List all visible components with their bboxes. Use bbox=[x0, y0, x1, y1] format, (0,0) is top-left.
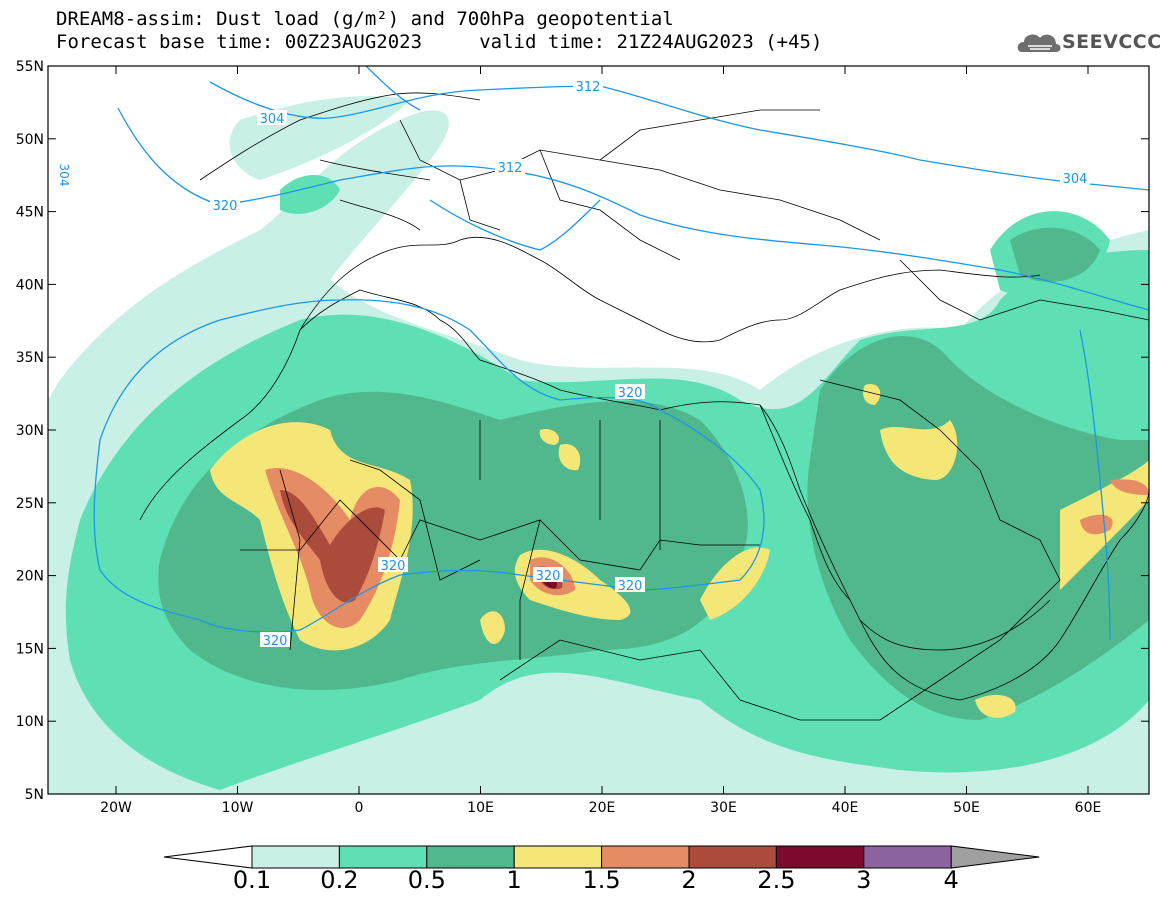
colorbar-label: 3 bbox=[856, 866, 872, 894]
contour-label: 304 bbox=[1060, 170, 1090, 187]
contour-label: 320 bbox=[615, 577, 645, 594]
contour-label: 312 bbox=[573, 78, 603, 95]
lon-label: 10W bbox=[222, 800, 254, 816]
colorbar-label: 0.5 bbox=[407, 866, 446, 894]
lat-label: 45N bbox=[16, 205, 44, 221]
lat-label: 10N bbox=[16, 714, 44, 730]
colorbar-under-triangle bbox=[163, 845, 253, 869]
colorbar-label: 4 bbox=[943, 866, 959, 894]
colorbar-label: 0.1 bbox=[232, 866, 272, 894]
lon-labels: 20W 10W 0 10E 20E 30E 40E 50E 60E bbox=[100, 800, 1101, 816]
svg-text:320: 320 bbox=[618, 386, 643, 401]
contour-label: 320 bbox=[260, 632, 290, 649]
lat-label: 30N bbox=[16, 423, 44, 439]
svg-text:304: 304 bbox=[57, 164, 71, 187]
contour-label: 320 bbox=[615, 384, 645, 401]
lon-label: 60E bbox=[1075, 800, 1102, 816]
colorbar-segment bbox=[601, 845, 690, 869]
lat-label: 55N bbox=[16, 59, 44, 75]
lon-label: 40E bbox=[832, 800, 859, 816]
colorbar-segment bbox=[775, 845, 865, 869]
svg-text:320: 320 bbox=[263, 634, 288, 649]
cloud-logo-icon bbox=[1017, 34, 1061, 52]
svg-text:320: 320 bbox=[213, 199, 238, 214]
lat-label: 20N bbox=[16, 569, 44, 585]
lat-labels: 55N 50N 45N 40N 35N 30N 25N 20N 15N 10N 5N bbox=[16, 59, 44, 803]
contour-label: 304 bbox=[57, 164, 71, 187]
colorbar-segment bbox=[251, 845, 340, 869]
lat-label: 5N bbox=[25, 787, 44, 803]
colorbar-segment bbox=[426, 845, 515, 869]
contour-label: 304 bbox=[257, 110, 287, 127]
title-line-2: Forecast base time: 00Z23AUG2023 valid t… bbox=[56, 31, 823, 53]
lon-label: 30E bbox=[710, 800, 737, 816]
contour-label: 320 bbox=[210, 197, 240, 214]
colorbar-label: 2.5 bbox=[757, 866, 796, 894]
contour-label: 320 bbox=[533, 567, 563, 584]
lat-label: 15N bbox=[16, 641, 44, 657]
colorbar-segment bbox=[338, 845, 428, 869]
colorbar-segment bbox=[688, 845, 777, 869]
colorbar bbox=[163, 845, 1040, 869]
lon-label: 0 bbox=[355, 800, 364, 816]
coastlines bbox=[139, 92, 1149, 721]
colorbar-over-triangle bbox=[950, 845, 1040, 869]
colorbar-segment bbox=[863, 845, 952, 869]
lon-label: 50E bbox=[953, 800, 980, 816]
colorbar-label: 2 bbox=[681, 866, 697, 894]
svg-text:304: 304 bbox=[260, 112, 285, 127]
lon-label: 20E bbox=[589, 800, 616, 816]
logo-text: SEEVCCC bbox=[1062, 31, 1162, 53]
colorbar-label: 0.2 bbox=[320, 866, 359, 894]
svg-text:320: 320 bbox=[618, 579, 643, 594]
dust-fields bbox=[48, 66, 1149, 794]
svg-text:320: 320 bbox=[536, 569, 561, 584]
axis-ticks bbox=[48, 65, 1149, 795]
lat-label: 35N bbox=[16, 350, 44, 366]
colorbar-label: 1 bbox=[506, 866, 522, 894]
svg-text:320: 320 bbox=[381, 559, 406, 574]
colorbar-label: 1.5 bbox=[582, 866, 621, 894]
svg-text:304: 304 bbox=[1063, 172, 1088, 187]
contour-label: 320 bbox=[378, 557, 408, 574]
svg-text:312: 312 bbox=[498, 161, 523, 176]
lat-label: 40N bbox=[16, 277, 44, 293]
title-line-1: DREAM8-assim: Dust load (g/m²) and 700hP… bbox=[56, 8, 674, 30]
contour-labels: 312 304 320 312 304 320 320 320 320 320 304 bbox=[57, 78, 1090, 649]
colorbar-segment bbox=[513, 845, 603, 869]
lon-label: 20W bbox=[100, 800, 132, 816]
lat-label: 50N bbox=[16, 132, 44, 148]
lat-label: 25N bbox=[16, 496, 44, 512]
lon-label: 10E bbox=[467, 800, 494, 816]
contour-label: 312 bbox=[495, 159, 525, 176]
svg-text:312: 312 bbox=[576, 80, 601, 95]
